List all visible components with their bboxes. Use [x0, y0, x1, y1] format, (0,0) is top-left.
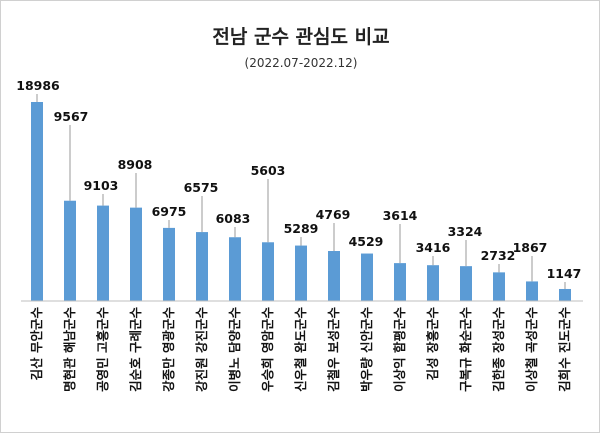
value-label-9: 5289: [284, 221, 319, 236]
category-label-1: 김산 무안군수: [29, 307, 44, 381]
value-label-4: 8908: [118, 157, 153, 172]
bar-3: [97, 205, 109, 301]
bar-13: [427, 265, 439, 301]
category-label-13: 김성 장흥군수: [425, 307, 440, 381]
value-label-17: 1147: [547, 266, 582, 281]
bar-14: [460, 266, 472, 301]
bar-17: [559, 288, 571, 301]
bar-4: [130, 207, 142, 301]
bar-12: [394, 263, 406, 301]
bar-8: [262, 242, 274, 301]
category-label-17: 김희수 진도군수: [557, 307, 572, 392]
category-label-5: 강종만 영광군수: [161, 307, 176, 392]
value-label-10: 4769: [316, 207, 351, 222]
category-label-15: 김한종 장성군수: [491, 307, 506, 392]
value-label-7: 6083: [216, 211, 251, 226]
value-label-2: 9567: [54, 109, 89, 124]
bar-16: [526, 281, 538, 301]
value-label-6: 6575: [184, 180, 219, 195]
value-label-11: 4529: [349, 234, 384, 249]
category-label-10: 김철우 보성군수: [326, 307, 341, 392]
category-label-16: 이상철 곡성군수: [524, 307, 539, 392]
category-label-7: 이병노 담양군수: [227, 307, 242, 392]
value-label-14: 3324: [448, 224, 483, 239]
leader-lines-layer: [36, 94, 566, 289]
bar-1: [31, 102, 43, 301]
chart-subtitle: (2022.07-2022.12): [245, 56, 358, 70]
bar-5: [163, 227, 175, 301]
category-label-9: 신우철 완도군수: [293, 307, 308, 392]
bar-2: [64, 200, 76, 301]
value-label-16: 1867: [513, 240, 548, 255]
value-label-8: 5603: [251, 163, 286, 178]
category-label-11: 박우량 신안군수: [359, 307, 374, 392]
bar-11: [361, 253, 373, 301]
value-labels-layer: 18986 9567 9103 8908 6975 6575 6083 5603 5289476…: [16, 78, 581, 281]
value-label-3: 9103: [84, 178, 119, 193]
bar-9: [295, 245, 307, 301]
chart-title: 전남 군수 관심도 비교: [212, 26, 389, 48]
bar-15: [493, 272, 505, 301]
bar-10: [328, 251, 340, 301]
value-label-12: 3614: [383, 208, 418, 223]
category-label-3: 공영민 고흥군수: [95, 307, 110, 392]
value-label-5: 6975: [152, 204, 187, 219]
category-label-2: 명현관 해남군수: [62, 307, 77, 392]
value-label-15: 2732: [481, 248, 516, 263]
value-label-1: 18986: [16, 78, 60, 93]
category-label-12: 이상익 함평군수: [392, 307, 407, 392]
bars-layer: [31, 102, 571, 301]
category-label-6: 강진원 강진군수: [194, 307, 209, 392]
category-label-14: 구복규 화순군수: [458, 307, 473, 392]
category-label-4: 김순호 구례군수: [128, 307, 143, 392]
bar-6: [196, 232, 208, 301]
category-labels-layer: 김산 무안군수 명현관 해남군수 공영민 고흥군수 김순호 구례군수 강종만 영광군수 강…: [29, 307, 572, 392]
category-label-8: 우승희 영암군수: [260, 307, 275, 392]
value-label-13: 3416: [416, 240, 451, 255]
bar-7: [229, 237, 241, 301]
